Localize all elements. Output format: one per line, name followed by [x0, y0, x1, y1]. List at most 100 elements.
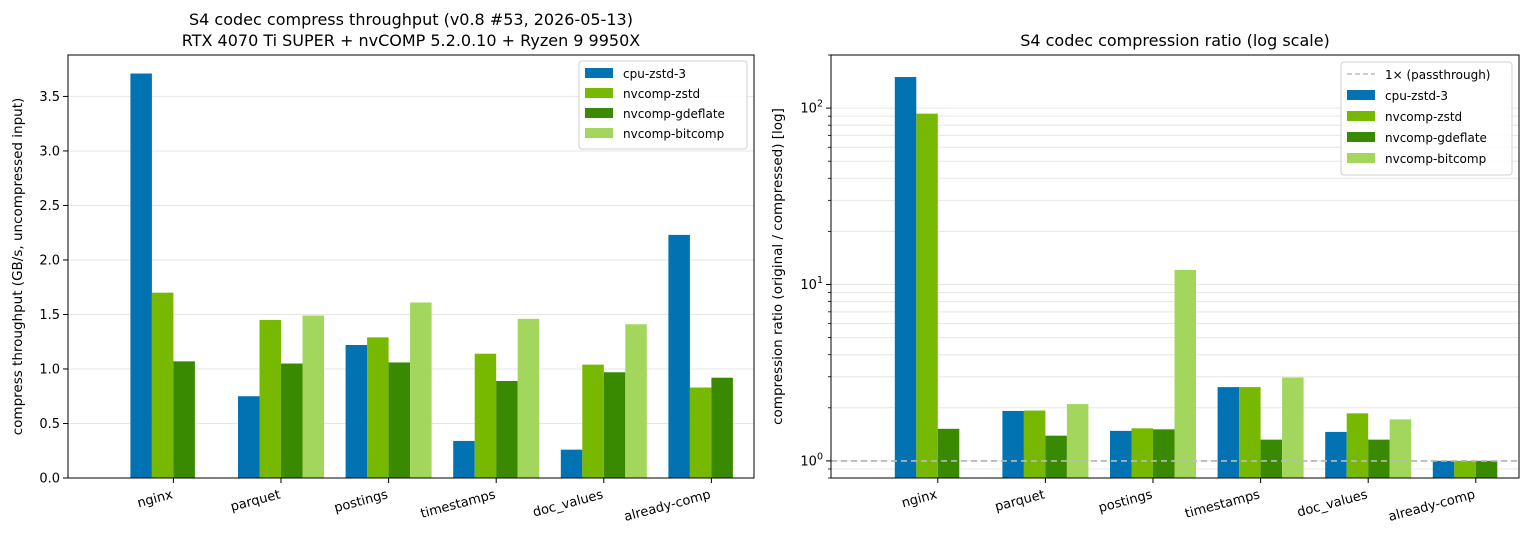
- y-tick-label: 102: [800, 99, 823, 117]
- bar-cpu-zstd-3-doc_values: [560, 449, 583, 478]
- x-tick-label: doc_values: [531, 487, 605, 520]
- bar-nvcomp-gdeflate-doc_values: [1368, 439, 1390, 478]
- legend: cpu-zstd-3 nvcomp-zstd nvcomp-gdeflate nvco…: [578, 60, 748, 150]
- y-axis-label: compress throughput (GB/s, uncompressed …: [10, 98, 26, 436]
- bar-nvcomp-zstd-timestamps: [1239, 387, 1261, 478]
- y-tick-label: 1.5: [39, 308, 60, 323]
- x-tick-label: timestamps: [1183, 487, 1261, 521]
- bar-nvcomp-gdeflate-postings: [1153, 429, 1175, 478]
- legend-swatch: [585, 68, 613, 78]
- bar-nvcomp-gdeflate-postings: [388, 362, 411, 478]
- y-tick-label: 0.5: [39, 417, 60, 432]
- x-tick-label: nginx: [900, 487, 939, 511]
- chart-title: S4 codec compress throughput (v0.8 #53, …: [189, 10, 633, 29]
- legend-box: [578, 60, 748, 150]
- bar-nvcomp-zstd-parquet: [259, 319, 281, 478]
- y-tick-label: 0.0: [39, 472, 60, 487]
- bar-cpu-zstd-3-nginx: [894, 77, 917, 478]
- x-tick-label: already-comp: [623, 487, 713, 525]
- legend-label: nvcomp-bitcomp: [623, 127, 724, 141]
- bar-nvcomp-zstd-parquet: [1023, 410, 1046, 478]
- bar-nvcomp-gdeflate-parquet: [281, 363, 303, 478]
- bar-cpu-zstd-3-nginx: [130, 73, 152, 478]
- bar-nvcomp-bitcomp-doc_values: [1389, 419, 1412, 478]
- bar-nvcomp-zstd-postings: [1131, 428, 1153, 478]
- legend-swatch: [585, 108, 613, 118]
- bar-nvcomp-zstd-already-comp: [1454, 460, 1476, 478]
- bar-nvcomp-bitcomp-postings: [1174, 269, 1196, 478]
- bar-cpu-zstd-3-timestamps: [1217, 387, 1240, 478]
- legend: 1× (passthrough) cpu-zstd-3 nvcomp-zstd nvc…: [1340, 61, 1513, 176]
- bar-cpu-zstd-3-timestamps: [453, 440, 475, 478]
- y-tick-label: 3.5: [39, 90, 60, 105]
- y-tick-label: 1.0: [39, 362, 60, 377]
- legend-swatch: [1347, 90, 1375, 100]
- bar-nvcomp-bitcomp-timestamps: [517, 318, 540, 478]
- bar-nvcomp-gdeflate-parquet: [1045, 435, 1067, 478]
- bar-nvcomp-zstd-already-comp: [689, 387, 712, 478]
- bar-nvcomp-zstd-doc_values: [582, 364, 604, 478]
- legend-label: nvcomp-zstd: [623, 87, 700, 101]
- bar-cpu-zstd-3-already-comp: [668, 234, 690, 478]
- bar-nvcomp-gdeflate-timestamps: [1260, 439, 1283, 478]
- bar-nvcomp-zstd-timestamps: [474, 353, 497, 478]
- legend-label: cpu-zstd-3: [623, 67, 686, 81]
- bar-nvcomp-zstd-nginx: [151, 292, 174, 478]
- x-tick-label: timestamps: [419, 487, 497, 521]
- legend-swatch: [1347, 132, 1375, 142]
- bar-nvcomp-gdeflate-nginx: [173, 361, 195, 478]
- legend-swatch: [585, 128, 613, 138]
- legend-label: nvcomp-gdeflate: [623, 107, 725, 121]
- y-axis-label: compression ratio (original / compressed…: [770, 108, 786, 425]
- legend-swatch: [1347, 153, 1375, 163]
- bar-cpu-zstd-3-doc_values: [1325, 431, 1347, 478]
- bar-nvcomp-zstd-nginx: [916, 113, 938, 478]
- x-tick-label: nginx: [136, 487, 175, 511]
- legend-label: nvcomp-gdeflate: [1385, 131, 1487, 145]
- legend-swatch: [585, 88, 613, 98]
- bar-nvcomp-bitcomp-postings: [410, 302, 432, 478]
- bar-cpu-zstd-3-already-comp: [1432, 460, 1455, 478]
- bar-nvcomp-zstd-postings: [367, 337, 389, 478]
- legend-box: [1340, 61, 1513, 176]
- bars: [130, 73, 733, 478]
- legend-label: 1× (passthrough): [1385, 68, 1491, 82]
- bar-nvcomp-bitcomp-timestamps: [1282, 377, 1304, 478]
- x-tick-label: postings: [1097, 487, 1154, 516]
- bar-nvcomp-gdeflate-doc_values: [603, 372, 626, 478]
- bars: [894, 77, 1498, 478]
- bar-nvcomp-bitcomp-parquet: [1066, 404, 1089, 478]
- x-tick-label: parquet: [229, 487, 282, 515]
- bar-nvcomp-bitcomp-doc_values: [625, 324, 647, 478]
- bar-cpu-zstd-3-postings: [345, 344, 368, 478]
- x-tick-label: parquet: [993, 487, 1046, 515]
- y-tick-label: 101: [800, 275, 823, 293]
- plot-frame: [67, 54, 755, 479]
- y-tick-label: 100: [800, 451, 823, 469]
- x-tick-label: postings: [333, 487, 390, 516]
- bar-nvcomp-zstd-doc_values: [1346, 413, 1369, 478]
- bar-nvcomp-gdeflate-nginx: [937, 428, 960, 478]
- chart-title: S4 codec compression ratio (log scale): [1020, 31, 1330, 50]
- throughput-chart: S4 codec compress throughput (v0.8 #53, …: [10, 10, 755, 525]
- bar-cpu-zstd-3-postings: [1110, 430, 1132, 478]
- bar-cpu-zstd-3-parquet: [1002, 410, 1024, 478]
- bar-cpu-zstd-3-parquet: [238, 396, 260, 478]
- legend-swatch: [1347, 111, 1375, 121]
- chart-subtitle: RTX 4070 Ti SUPER + nvCOMP 5.2.0.10 + Ry…: [182, 31, 641, 50]
- y-tick-label: 2.0: [39, 253, 60, 268]
- bar-nvcomp-gdeflate-already-comp: [711, 377, 733, 478]
- bar-nvcomp-gdeflate-timestamps: [496, 380, 518, 478]
- compression-ratio-chart: S4 codec compression ratio (log scale) 1…: [770, 31, 1520, 525]
- bar-nvcomp-bitcomp-parquet: [302, 315, 324, 478]
- y-tick-label: 3.0: [39, 144, 60, 159]
- bar-nvcomp-gdeflate-already-comp: [1475, 460, 1498, 478]
- legend-label: cpu-zstd-3: [1385, 89, 1448, 103]
- x-tick-label: doc_values: [1296, 487, 1370, 520]
- plot-frame: [830, 54, 1520, 479]
- legend-label: nvcomp-zstd: [1385, 110, 1462, 124]
- legend-label: nvcomp-bitcomp: [1385, 152, 1486, 166]
- y-tick-label: 2.5: [39, 199, 60, 214]
- x-tick-label: already-comp: [1387, 487, 1477, 525]
